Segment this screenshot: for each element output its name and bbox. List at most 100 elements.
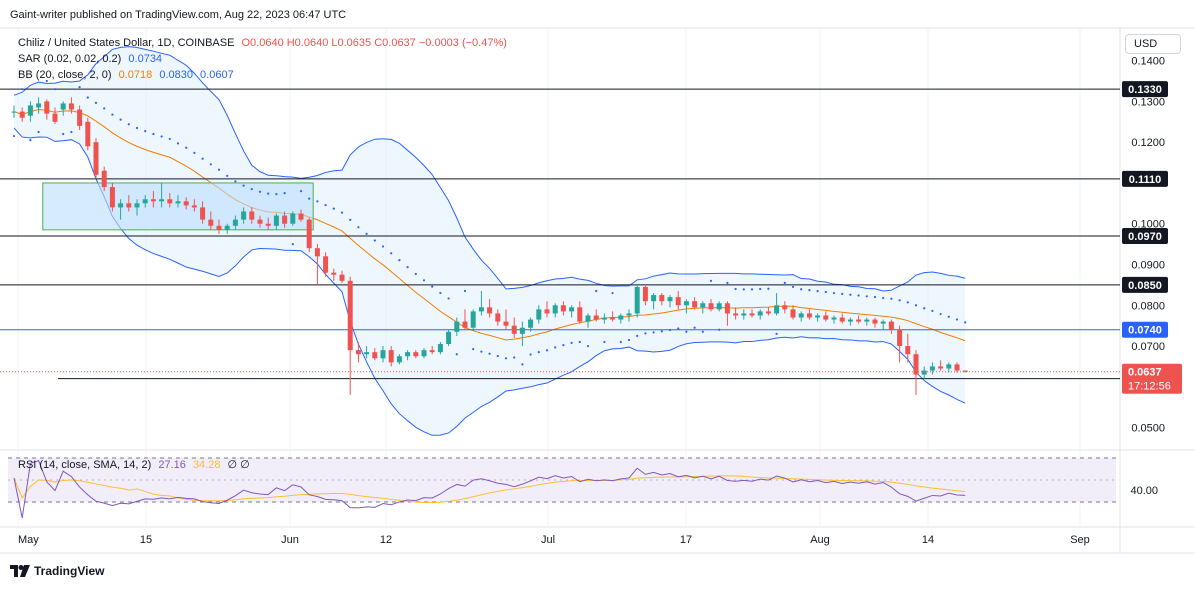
sar-dot (111, 113, 114, 116)
candle-body (774, 305, 780, 314)
sar-dot (611, 291, 614, 295)
level-label: 0.1110 (1129, 174, 1161, 186)
candle-body (446, 331, 452, 345)
bb-basis: 0.0718 (118, 69, 153, 81)
bollinger-fill (14, 46, 966, 436)
candle-body (839, 317, 845, 322)
sar-dot (488, 352, 491, 355)
tradingview-logo[interactable]: TradingView (10, 564, 104, 578)
level-label-box (1122, 170, 1168, 187)
candle-body (601, 317, 607, 320)
level-label-box (1122, 321, 1168, 338)
candle-body (323, 256, 329, 273)
sar-dot (78, 86, 81, 89)
candle-body (265, 223, 271, 226)
candle-body (954, 364, 960, 371)
bollinger-lower (13, 127, 966, 436)
candle-body (44, 101, 50, 114)
sar-dot (742, 288, 745, 291)
sar-legend: SAR (0.02, 0.02, 0.2) 0.0734 (18, 53, 166, 65)
rsi-sma: 34.28 (192, 459, 221, 471)
candle-body (675, 297, 681, 306)
currency-button[interactable]: USD (1125, 34, 1181, 54)
candle-body (208, 219, 214, 226)
rsi-line (13, 459, 966, 519)
sar-dot (824, 290, 827, 294)
candle-body (626, 313, 632, 316)
sar-dot (775, 332, 778, 335)
candle-body (700, 303, 706, 308)
price-tick-label: 0.0900 (1131, 260, 1165, 272)
sar-dot (627, 338, 631, 342)
rsi-label: RSI (14, close, SMA, 14, 2) (18, 459, 152, 471)
sar-dot (258, 190, 262, 193)
sar-dot (677, 327, 680, 330)
sar-dot (144, 130, 147, 133)
candle-body (462, 321, 468, 328)
sar-dot (119, 118, 122, 121)
sar-dot (267, 192, 270, 195)
sar-dot (718, 328, 721, 331)
candle-body (101, 170, 107, 188)
time-tick-label: Aug (810, 534, 830, 546)
symbol-legend: Chiliz / United States Dollar, 1D, COINB… (18, 37, 511, 49)
candle-body (880, 321, 886, 324)
sar-dot (693, 326, 696, 329)
candle-body (733, 313, 739, 316)
sar-dot (816, 290, 819, 293)
rsi-sma-line (13, 475, 966, 504)
candle-body (478, 307, 484, 312)
candle-body (905, 346, 911, 355)
countdown-label: 17:12:56 (1128, 381, 1171, 393)
candle-body (413, 352, 419, 357)
sar-dot (21, 88, 24, 91)
candle-body (355, 350, 361, 355)
candle-body (380, 350, 386, 359)
sar-dot (726, 281, 729, 284)
candle-body (593, 315, 599, 320)
candle-body (806, 313, 812, 318)
level-label: 0.0850 (1128, 280, 1162, 292)
candle-body (815, 315, 821, 318)
sar-dot (800, 288, 803, 291)
sar-dot (201, 157, 204, 160)
sar-dot (734, 287, 737, 291)
sar-dot (45, 79, 48, 83)
candle-body (929, 366, 935, 371)
sar-dot (135, 126, 139, 130)
candle-body (85, 121, 91, 147)
candle-body (872, 319, 878, 324)
candle-body (528, 319, 534, 328)
candle-body (93, 142, 99, 175)
candle-body (52, 113, 58, 122)
rsi-value: 27.16 (158, 459, 186, 471)
sar-dot (381, 245, 385, 248)
price-tick-label: 0.0500 (1131, 423, 1165, 435)
candle-body (946, 364, 952, 369)
last-price-label: 0.0637 (1128, 367, 1162, 379)
sar-dot (365, 232, 368, 235)
candle-body (692, 301, 698, 308)
candle-body (536, 309, 542, 320)
sar-dot (652, 331, 655, 334)
candle-body (716, 303, 722, 310)
sar-dot (890, 297, 893, 300)
sar-dot (324, 203, 327, 207)
sar-dot (340, 211, 344, 214)
candle-body (962, 370, 968, 372)
sar-dot (906, 301, 909, 304)
candle-body (388, 350, 394, 363)
candle-body (831, 317, 837, 320)
candle-body (782, 305, 788, 310)
sar-dot (496, 354, 499, 358)
candle-body (339, 274, 345, 281)
sar-dot (398, 259, 401, 262)
sar-dot (947, 315, 950, 318)
candle-body (856, 319, 862, 322)
candle-body (560, 305, 566, 312)
candle-body (683, 301, 689, 306)
candle-body (790, 309, 796, 318)
candle-body (175, 201, 181, 204)
candle-body (364, 352, 370, 355)
